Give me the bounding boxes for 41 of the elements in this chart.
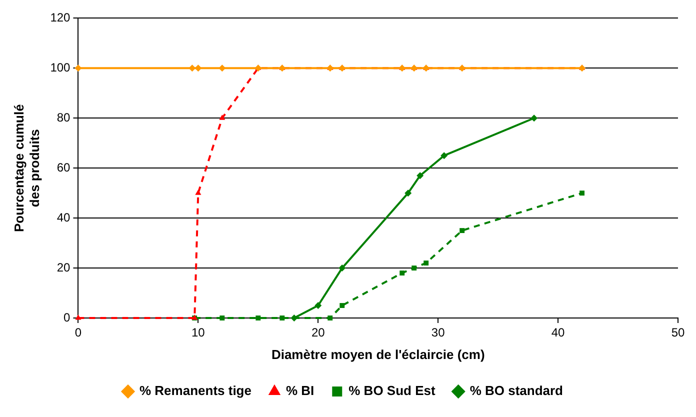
legend-label: % BO Sud Est <box>348 383 436 398</box>
y-tick-label: 40 <box>56 210 71 224</box>
x-tick-label: 0 <box>74 326 82 340</box>
legend-label: % BI <box>286 383 314 398</box>
point <box>218 64 226 72</box>
x-axis-title: Diamètre moyen de l'éclaircie (cm) <box>271 346 485 362</box>
x-tick-label: 20 <box>311 326 326 340</box>
point <box>280 316 285 320</box>
point <box>219 114 226 120</box>
y-tick-label: 20 <box>56 260 71 274</box>
point <box>256 316 261 320</box>
y-tick-label: 60 <box>56 160 71 174</box>
x-tick-label: 10 <box>191 326 206 340</box>
point <box>412 266 417 271</box>
point <box>328 316 333 320</box>
point <box>314 302 322 310</box>
legend-label: % BO standard <box>470 383 564 398</box>
point <box>416 172 424 180</box>
point <box>340 303 345 308</box>
point <box>530 114 538 122</box>
point <box>338 264 346 272</box>
point <box>424 260 429 266</box>
y-tick-label: 80 <box>56 110 71 124</box>
point <box>404 190 412 197</box>
y-tick-label: 120 <box>50 10 71 25</box>
point <box>195 190 202 195</box>
x-tick-label: 40 <box>551 326 566 340</box>
point <box>460 228 465 234</box>
point <box>194 64 202 72</box>
legend-label: % Remanents tige <box>140 383 252 398</box>
y-tick-label: 0 <box>64 310 71 324</box>
point <box>220 316 225 320</box>
point <box>580 190 585 196</box>
point <box>400 270 405 276</box>
y-axis-title: Pourcentage cumulé des produits <box>11 104 42 232</box>
point <box>75 314 82 320</box>
x-tick-label: 30 <box>431 326 446 340</box>
x-tick-label: 50 <box>671 326 685 340</box>
y-tick-label: 100 <box>50 60 71 74</box>
point <box>440 152 448 160</box>
point <box>188 64 196 72</box>
